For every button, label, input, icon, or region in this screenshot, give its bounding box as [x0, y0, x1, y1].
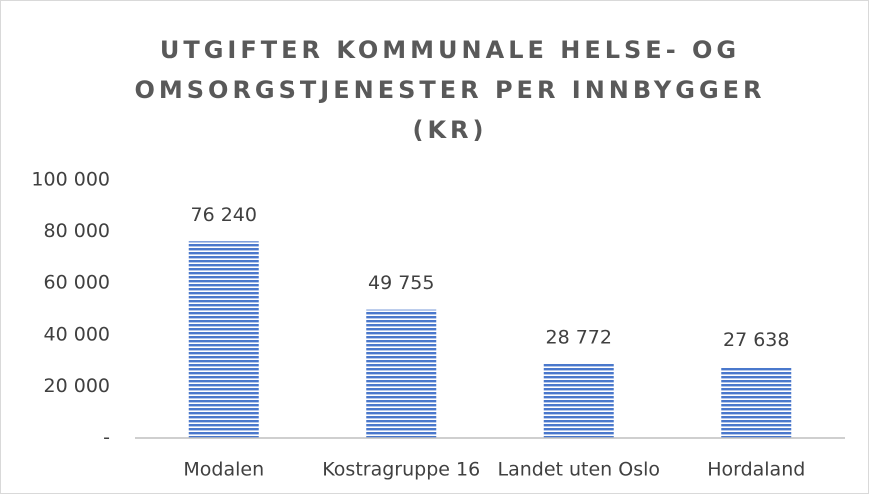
- bar: [543, 363, 614, 438]
- y-tick-label: 80 000: [44, 220, 110, 242]
- y-tick-label: -: [103, 427, 110, 449]
- data-label: 49 755: [368, 272, 434, 294]
- x-tick-label: Modalen: [183, 459, 264, 481]
- chart-title: UTGIFTER KOMMUNALE HELSE- OG OMSORGSTJEN…: [134, 36, 766, 144]
- data-label: 27 638: [723, 329, 789, 351]
- x-tick-label: Kostragruppe 16: [322, 459, 480, 481]
- x-tick-label: Hordaland: [707, 459, 805, 481]
- data-label: 76 240: [191, 204, 257, 226]
- bar: [366, 309, 437, 438]
- y-tick-label: 60 000: [44, 272, 110, 294]
- y-tick-label: 100 000: [31, 169, 110, 191]
- data-label: 28 772: [546, 326, 612, 348]
- bar: [721, 366, 792, 438]
- bar: [188, 241, 259, 438]
- y-tick-label: 20 000: [44, 375, 110, 397]
- x-tick-label: Landet uten Oslo: [497, 459, 660, 481]
- y-tick-label: 40 000: [44, 323, 110, 345]
